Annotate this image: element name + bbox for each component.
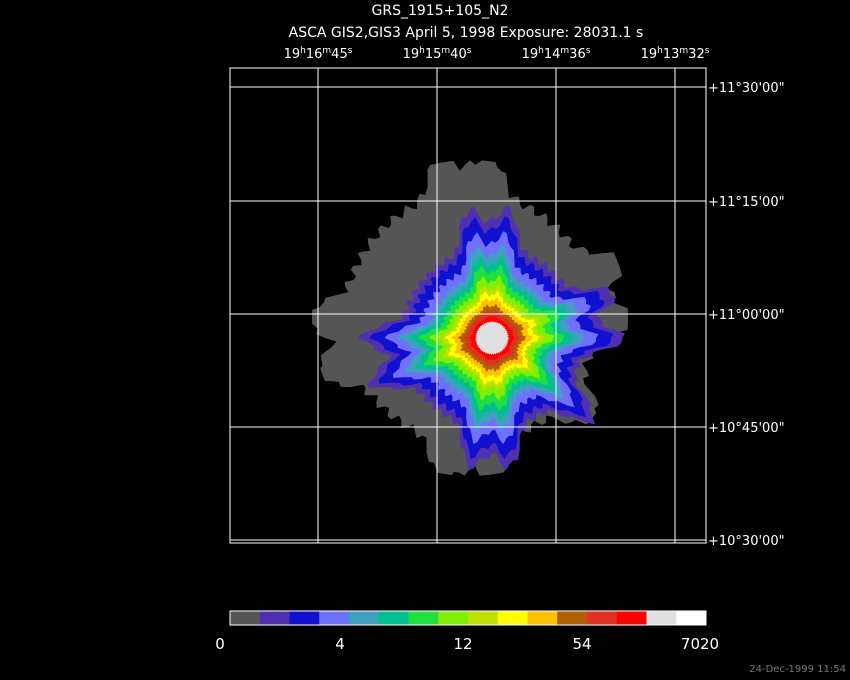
- dec-label: +10°45'00": [708, 421, 785, 436]
- colorbar: 0 4 12 54 7020: [215, 610, 719, 653]
- colorbar-swatch: [408, 611, 439, 625]
- colorbar-swatch: [616, 611, 647, 625]
- ra-unit: m: [441, 46, 450, 56]
- colorbar-swatch: [289, 611, 320, 625]
- colorbar-label: 4: [335, 635, 345, 653]
- colorbar-frame: [229, 610, 707, 626]
- colorbar-swatch: [230, 611, 261, 625]
- ra-label: 19h15m40s: [403, 46, 472, 62]
- colorbar-label: 0: [215, 635, 225, 653]
- colorbar-swatch: [676, 611, 707, 625]
- timestamp: 24-Dec-1999 11:54: [749, 664, 846, 675]
- ra-value: 45: [331, 47, 348, 62]
- ra-unit: s: [467, 46, 472, 56]
- ra-value: 36: [569, 47, 586, 62]
- colorbar-swatch: [646, 611, 677, 625]
- ra-unit: h: [538, 46, 544, 56]
- ra-label: 19h14m36s: [522, 46, 591, 62]
- ra-unit: h: [300, 46, 306, 56]
- dec-label: +10°30'00": [708, 534, 785, 549]
- ra-value: 15: [425, 47, 442, 62]
- ra-value: 19: [284, 47, 301, 62]
- colorbar-label: 12: [453, 635, 472, 653]
- ra-unit: s: [348, 46, 353, 56]
- ra-value: 19: [641, 47, 658, 62]
- ra-unit: h: [419, 46, 425, 56]
- colorbar-swatch: [527, 611, 558, 625]
- colorbar-swatch: [378, 611, 409, 625]
- frame: [229, 67, 707, 544]
- dec-label: +11°30'00": [708, 81, 785, 96]
- colorbar-swatch: [557, 611, 588, 625]
- ra-value: 14: [544, 47, 561, 62]
- ra-value: 13: [663, 47, 680, 62]
- ra-value: 19: [403, 47, 420, 62]
- colorbar-swatch: [319, 611, 350, 625]
- ra-unit: s: [586, 46, 591, 56]
- ra-value: 32: [688, 47, 705, 62]
- colorbar-label: 7020: [681, 635, 719, 653]
- colorbar-label: 54: [572, 635, 591, 653]
- colorbar-swatch: [587, 611, 618, 625]
- colorbar-swatch: [259, 611, 290, 625]
- ra-unit: m: [560, 46, 569, 56]
- colorbar-swatch: [468, 611, 499, 625]
- dec-label: +11°15'00": [708, 195, 785, 210]
- ra-value: 16: [306, 47, 323, 62]
- ra-value: 40: [450, 47, 467, 62]
- axis-labels: 19h16m45s 19h15m40s 19h14m36s 19h13m32s+11°…: [284, 46, 785, 549]
- contour: [475, 321, 509, 355]
- ra-label: 19h13m32s: [641, 46, 710, 62]
- ra-unit: m: [679, 46, 688, 56]
- colorbar-swatch: [497, 611, 528, 625]
- colorbar-swatch: [349, 611, 380, 625]
- ra-unit: s: [705, 46, 710, 56]
- ra-label: 19h16m45s: [284, 46, 353, 62]
- title: GRS_1915+105_N2: [372, 3, 509, 19]
- dec-label: +11°00'00": [708, 308, 785, 323]
- ra-unit: h: [657, 46, 663, 56]
- ra-value: 19: [522, 47, 539, 62]
- ra-unit: m: [322, 46, 331, 56]
- colorbar-swatch: [438, 611, 469, 625]
- grid: [230, 68, 706, 543]
- subtitle: ASCA GIS2,GIS3 April 5, 1998 Exposure: 2…: [289, 25, 644, 41]
